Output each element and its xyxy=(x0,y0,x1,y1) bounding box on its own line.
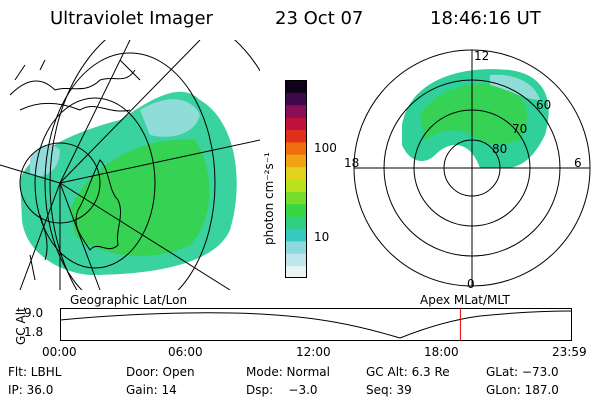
timeline-xtick-3: 18:00 xyxy=(424,345,459,359)
info-ip: IP: 36.0 xyxy=(8,383,54,397)
colorbar-band xyxy=(285,179,307,192)
timeline-xtick-2: 12:00 xyxy=(296,345,331,359)
info-dsp: Dsp: −3.0 xyxy=(246,383,318,397)
colorbar-band xyxy=(285,154,307,168)
info-filter: Flt: LBHL xyxy=(8,365,62,379)
colorbar xyxy=(285,80,307,279)
info-seq: Seq: 39 xyxy=(366,383,412,397)
colorbar-band xyxy=(285,129,307,143)
mlt-label-18: 18 xyxy=(344,156,359,170)
mlat-label-80: 80 xyxy=(492,142,507,156)
orbit-altitude-curve xyxy=(60,310,572,339)
colorbar-band xyxy=(285,166,307,180)
timeline-xtick-0: 00:00 xyxy=(42,345,77,359)
geo-panel-label: Geographic Lat/Lon xyxy=(70,293,188,307)
colorbar-gradient xyxy=(285,80,307,279)
mlat-label-70: 70 xyxy=(512,122,527,136)
info-glon: GLon: 187.0 xyxy=(486,383,559,397)
info-gc-alt: GC Alt: 6.3 Re xyxy=(366,365,450,379)
colorbar-tick-100: 100 xyxy=(314,141,337,155)
mlat-label-60: 60 xyxy=(536,98,551,112)
timeline-ytick-bottom: 1.8 xyxy=(24,325,44,339)
orbit-timeline xyxy=(60,308,572,341)
colorbar-band xyxy=(285,216,307,229)
info-gain: Gain: 14 xyxy=(126,383,177,397)
timeline-xtick-4: 23:59 xyxy=(552,345,587,359)
colorbar-band xyxy=(285,203,307,217)
polar-panel-label: Apex MLat/MLT xyxy=(420,293,510,307)
colorbar-band xyxy=(285,80,307,93)
colorbar-band xyxy=(285,191,307,205)
time-label: 18:46:16 UT xyxy=(430,8,541,29)
polar-plot: 12 18 6 0 60 70 80 xyxy=(344,49,591,290)
colorbar-band xyxy=(285,228,307,242)
colorbar-band xyxy=(285,253,307,267)
colorbar-frame xyxy=(285,80,307,278)
colorbar-band xyxy=(285,117,307,130)
colorbar-band xyxy=(285,265,307,279)
mlt-label-6: 6 xyxy=(574,156,582,170)
colorbar-band xyxy=(285,240,307,254)
mlt-label-12: 12 xyxy=(474,49,489,63)
colorbar-band xyxy=(285,104,307,118)
app-title: Ultraviolet Imager xyxy=(50,8,213,29)
timeline-ytick-top: 9.0 xyxy=(24,306,44,320)
colorbar-tick-10: 10 xyxy=(314,230,330,244)
info-glat: GLat: −73.0 xyxy=(486,365,559,379)
colorbar-band xyxy=(285,92,307,106)
info-door: Door: Open xyxy=(126,365,195,379)
geographic-map xyxy=(0,40,260,290)
colorbar-band xyxy=(285,141,307,155)
info-mode: Mode: Normal xyxy=(246,365,330,379)
timeline-xtick-1: 06:00 xyxy=(168,345,203,359)
colorbar-unit-label: photon cm⁻²s⁻¹ xyxy=(262,152,276,245)
mlt-label-0: 0 xyxy=(467,277,475,290)
date-label: 23 Oct 07 xyxy=(275,8,364,29)
